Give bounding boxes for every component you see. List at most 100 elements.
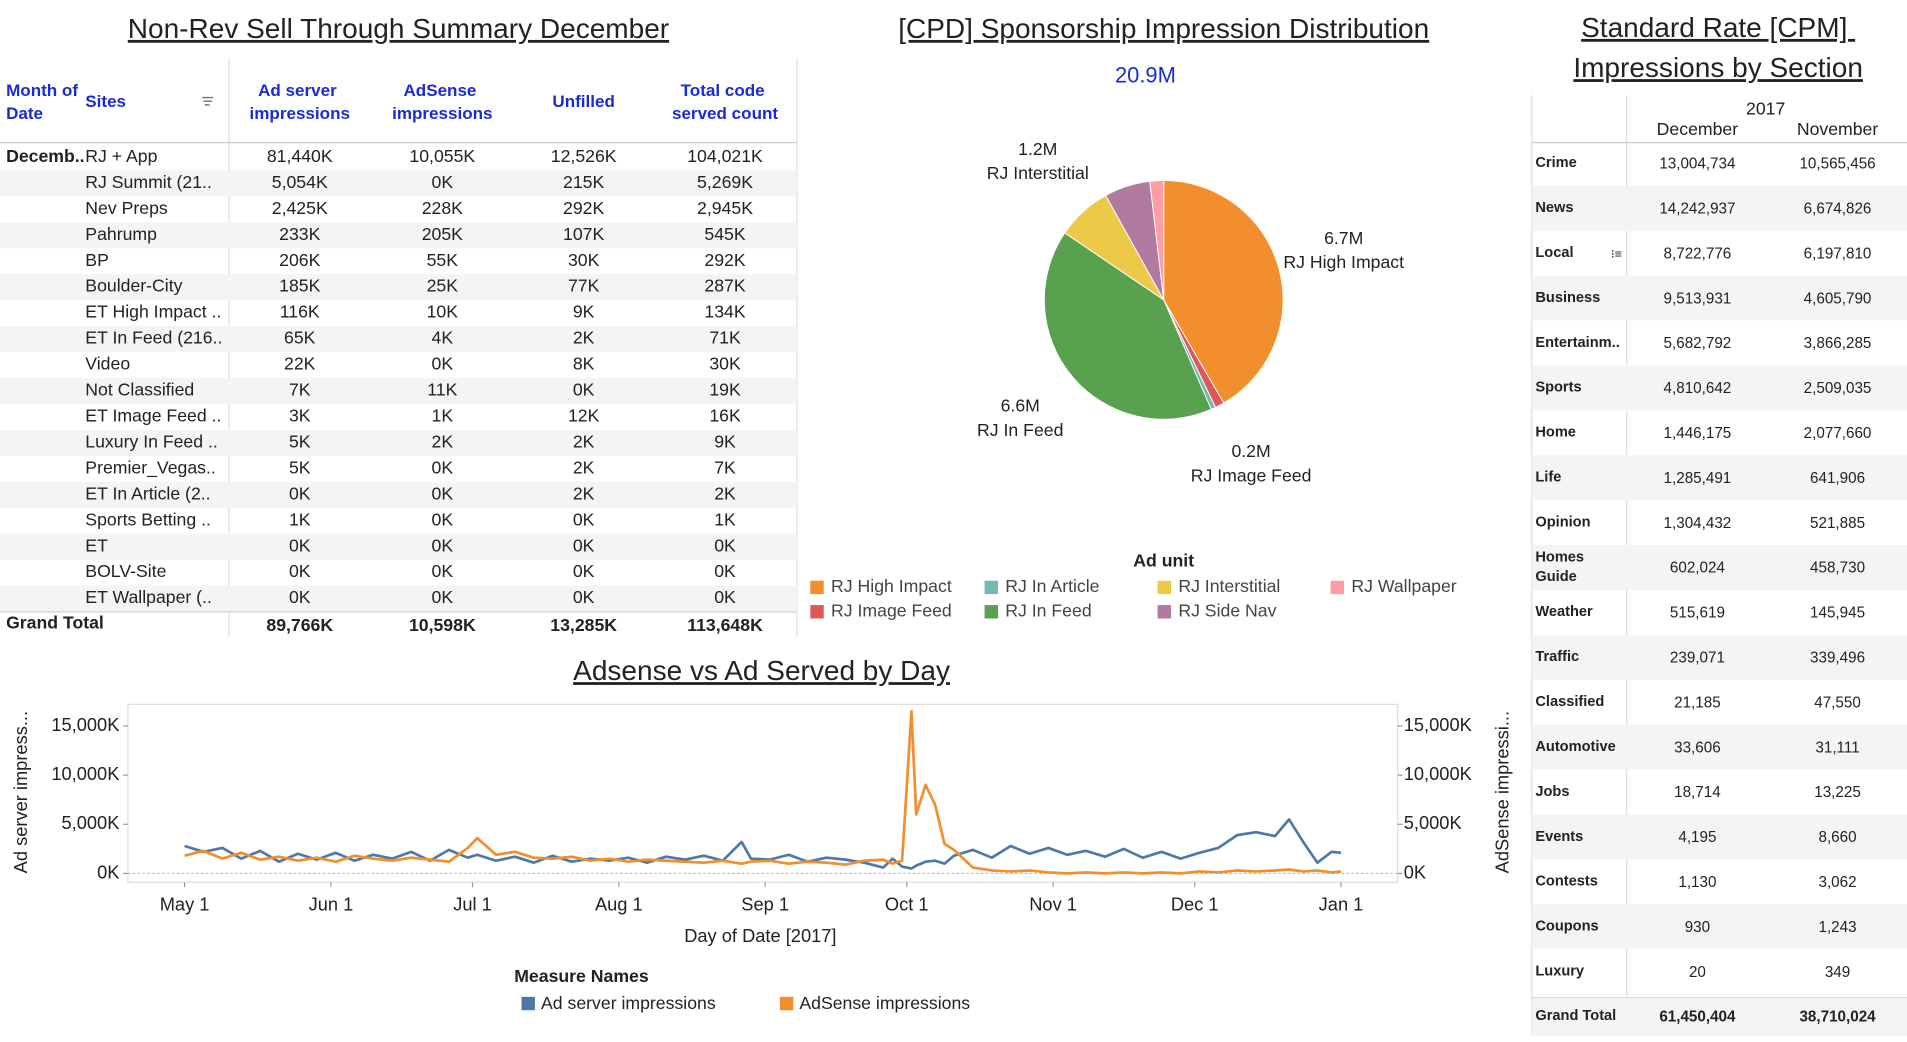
icon: ⁝≡ (1611, 247, 1622, 261)
legend-title: Ad unit (1133, 550, 1194, 570)
slice-value-label: 1.2M (1018, 139, 1057, 159)
table-cell: 0K (432, 509, 454, 529)
table-cell: 0K (714, 535, 736, 555)
table-cell: 0K (432, 561, 454, 581)
table-cell: 71K (709, 328, 741, 348)
table-cell: 10,055K (409, 146, 475, 166)
table-cell: 77K (568, 276, 600, 296)
section-name: Classified (1535, 694, 1604, 710)
table-title: Standard Rate [CPM] Impressions by Secti… (1573, 12, 1863, 83)
x-tick-label: Nov 1 (1029, 893, 1077, 914)
row-band (0, 326, 797, 352)
x-tick-label: Jan 1 (1319, 893, 1364, 914)
grand-total-cell: 38,710,024 (1799, 1009, 1876, 1026)
site-name: Not Classified (85, 380, 194, 400)
legend-swatch (1157, 605, 1172, 619)
table-cell: 1,285,491 (1664, 470, 1732, 487)
pie-slice (1043, 232, 1212, 420)
table-cell: 13,004,734 (1659, 156, 1736, 173)
x-tick-label: Jun 1 (309, 893, 354, 914)
table-cell: 545K (704, 224, 745, 244)
table-cell: 107K (563, 224, 604, 244)
table-cell: 2K (573, 431, 595, 451)
table-cell: 2,077,660 (1804, 425, 1872, 442)
legend-swatch (521, 996, 535, 1011)
legend-label: RJ Interstitial (1178, 576, 1280, 596)
table-cell: 2K (573, 457, 595, 477)
table-cell: 1,304,432 (1664, 515, 1732, 532)
table-cell: 5,269K (697, 172, 753, 192)
legend-label: AdSense impressions (799, 993, 970, 1013)
table-cell: 30K (709, 354, 741, 374)
table-cell: 19K (709, 380, 741, 400)
table-cell: 4K (432, 328, 454, 348)
table-cell: 13,225 (1814, 784, 1861, 801)
table-cell: 21,185 (1674, 694, 1721, 711)
row-band (1531, 455, 1907, 501)
table-cell: 228K (422, 198, 463, 218)
y2-tick-label: 0K (1404, 861, 1426, 882)
pie-slice (1163, 179, 1284, 404)
table-cell: 5,054K (272, 172, 328, 192)
grand-total-cell: 13,285K (550, 615, 617, 635)
legend-swatch (779, 996, 794, 1011)
chart-title: Adsense vs Ad Served by Day (573, 655, 950, 686)
chart-subtitle: 20.9M (1115, 63, 1176, 88)
table-cell: 1K (432, 405, 454, 425)
row-band (0, 585, 797, 612)
plot-frame (127, 703, 1399, 883)
section-name: Sports (1535, 380, 1581, 396)
slice-category-label: RJ Image Feed (1191, 465, 1312, 485)
site-name: Boulder-City (85, 276, 182, 296)
row-band (1531, 634, 1907, 680)
table-cell: 515,619 (1670, 605, 1725, 622)
site-name: ET Image Feed .. (85, 405, 221, 425)
row-band (0, 481, 797, 508)
legend-swatch (1330, 580, 1345, 595)
table-title: Non-Rev Sell Through Summary December (128, 13, 669, 44)
table-cell: 134K (704, 302, 745, 322)
column-header: Month of Date (6, 80, 83, 122)
table-cell: 31,111 (1815, 739, 1859, 756)
sort-icon[interactable] (202, 96, 214, 106)
table-cell: 0K (573, 587, 595, 607)
table-cell: 0K (432, 587, 454, 607)
table-cell: 25K (427, 276, 459, 296)
month-label: Decemb.. (6, 146, 85, 166)
table-cell: 7K (714, 457, 736, 477)
line-series (184, 709, 1342, 875)
section-name: Weather (1535, 604, 1593, 620)
section-name: Local (1535, 245, 1573, 261)
table-cell: 4,195 (1678, 829, 1716, 846)
table-cell: 0K (432, 457, 454, 477)
table-cell: 0K (289, 483, 311, 503)
table-cell: 0K (289, 561, 311, 581)
year-header: 2017 (1746, 98, 1785, 118)
table-cell: 930 (1685, 919, 1710, 936)
table-cell: 55K (427, 250, 459, 270)
legend-swatch (810, 580, 824, 595)
table-cell: 2K (573, 328, 595, 348)
table-cell: 12K (568, 405, 600, 425)
table-cell: 339,496 (1810, 650, 1865, 667)
table-cell: 47,550 (1814, 694, 1861, 711)
section-name: Luxury (1535, 963, 1585, 979)
slice-category-label: RJ High Impact (1283, 252, 1404, 272)
section-name: News (1535, 200, 1573, 216)
legend-swatch (984, 580, 998, 595)
table-cell: 1K (714, 509, 736, 529)
y-tick-label: 15,000K (51, 714, 119, 735)
site-name: RJ Summit (21.. (85, 172, 212, 192)
legend-label: RJ Image Feed (831, 600, 952, 620)
site-name: ET (85, 535, 108, 555)
site-name: Pahrump (85, 224, 157, 244)
legend-label: RJ In Feed (1005, 600, 1091, 620)
section-name: Homes Guide (1535, 550, 1588, 585)
row-band (1531, 185, 1907, 231)
section-name: Crime (1535, 155, 1576, 171)
x-tick-label: Oct 1 (885, 893, 929, 914)
table-cell: 4,605,790 (1804, 290, 1872, 307)
table-cell: 2,509,035 (1804, 380, 1872, 397)
table-cell: 16K (709, 405, 741, 425)
table-cell: 206K (279, 250, 320, 270)
